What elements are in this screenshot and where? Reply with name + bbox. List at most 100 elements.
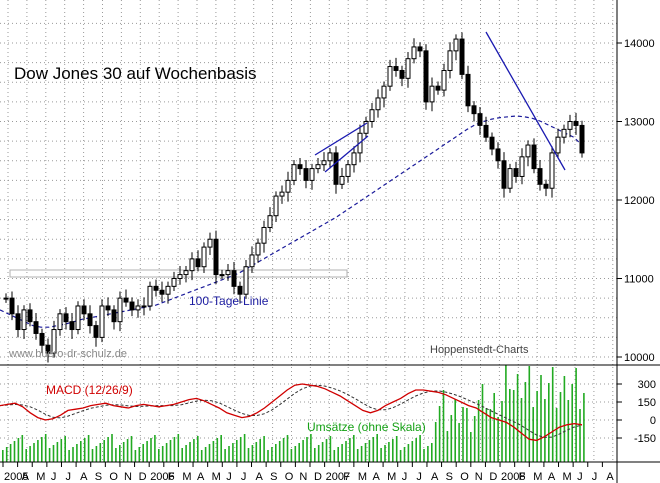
volume-bar — [21, 435, 24, 462]
x-tick-label: M — [358, 471, 367, 483]
candle-body — [261, 226, 267, 244]
volume-bar — [442, 390, 445, 462]
volume-bar — [310, 434, 312, 462]
candle-body — [555, 136, 561, 154]
volume-bars — [2, 365, 585, 462]
volume-bar — [33, 443, 35, 462]
volume-bar — [372, 437, 375, 462]
volume-bar — [294, 446, 297, 462]
volume-bar — [275, 444, 277, 462]
candle-body — [351, 152, 357, 166]
volume-bar — [60, 439, 63, 462]
y-tick-label: 10000 — [624, 352, 655, 364]
volume-bar — [119, 445, 121, 462]
volume-bar — [278, 441, 281, 462]
x-tick-label: O — [109, 471, 118, 483]
candle-body — [177, 274, 183, 280]
volume-bar — [575, 368, 577, 462]
candle-body — [27, 309, 33, 323]
x-tick-label: 2006 — [150, 471, 174, 483]
candle-body — [63, 313, 69, 323]
x-tick-label: 2005 — [4, 471, 28, 483]
volume-bar — [427, 446, 429, 462]
volume-bar — [189, 442, 191, 462]
volume-bar — [197, 436, 199, 462]
x-tick-label: M — [387, 471, 396, 483]
x-tick-label: M — [36, 471, 45, 483]
volume-bar — [193, 439, 195, 462]
candle-body — [309, 168, 315, 181]
x-tick-label: M — [212, 471, 221, 483]
volume-bar — [505, 365, 507, 462]
volume-bar — [563, 376, 566, 462]
volume-bar — [306, 437, 308, 462]
candle-body — [435, 85, 441, 91]
candle-body — [345, 164, 351, 177]
volume-bar — [72, 447, 74, 462]
labels: Dow Jones 30 auf Wochenbasis 100-Tage-Li… — [8, 64, 529, 434]
volume-bar — [83, 438, 86, 462]
volume-bar — [314, 448, 316, 462]
volume-bar — [29, 446, 31, 462]
volume-bar — [462, 407, 464, 462]
volume-bar — [329, 436, 332, 462]
volume-bar — [204, 447, 207, 462]
x-tick-label: O — [460, 471, 469, 483]
downtrend-line — [485, 31, 566, 171]
x-tick-label: F — [343, 471, 350, 483]
volume-bar — [150, 438, 152, 462]
x-tick-label: D — [489, 471, 497, 483]
volume-bar — [158, 449, 160, 462]
source-label: Hoppenstedt-Charts — [430, 344, 529, 356]
x-tick-label: J — [592, 471, 598, 483]
volume-bar — [337, 447, 339, 462]
x-tick-label: A — [256, 471, 264, 483]
candle-body — [123, 297, 129, 303]
x-tick-label: J — [65, 471, 71, 483]
x-tick-label: S — [95, 471, 102, 483]
candle-body — [399, 69, 405, 79]
x-tick-label: F — [168, 471, 175, 483]
volume-bar — [177, 434, 180, 462]
x-tick-label: M — [533, 471, 542, 483]
volume-bar — [501, 401, 503, 462]
x-tick-label: N — [475, 471, 483, 483]
x-tick-label: 2007 — [326, 471, 350, 483]
candle-body — [51, 329, 57, 354]
volume-bar — [232, 443, 234, 462]
x-tick-label: D — [139, 471, 147, 483]
macd-y-tick-label: -150 — [634, 433, 656, 445]
volume-bar — [317, 445, 320, 462]
candle-body — [171, 278, 177, 287]
volume-bar — [333, 450, 336, 462]
x-tick-label: A — [80, 471, 88, 483]
volume-bar — [5, 447, 8, 462]
candle-body — [243, 266, 249, 295]
volume-bar — [208, 444, 211, 462]
x-tick-label: A — [197, 471, 205, 483]
candle-body — [405, 58, 411, 79]
volume-bar — [509, 389, 511, 462]
candle-body — [15, 313, 21, 331]
x-tick-label: A — [606, 471, 614, 483]
volume-bar — [532, 407, 534, 462]
volume-bar — [325, 439, 328, 462]
candle-body — [129, 301, 135, 311]
candle-body — [69, 321, 75, 331]
candle-body — [189, 258, 195, 272]
volume-bar — [356, 449, 359, 462]
candle-body — [183, 270, 189, 276]
candle-body — [81, 305, 87, 315]
volume-bar — [458, 423, 460, 462]
volume-bar — [571, 384, 573, 462]
volume-bar — [142, 444, 144, 462]
x-tick-label: 2008 — [501, 471, 525, 483]
candle-body — [255, 242, 261, 256]
volume-bar — [583, 393, 585, 462]
volume-bar — [485, 408, 488, 462]
volume-label: Umsätze (ohne Skala) — [307, 420, 426, 434]
candle-body — [87, 313, 93, 327]
ma-100-line — [0, 115, 583, 328]
volume-bar — [282, 438, 285, 462]
candle-body — [159, 289, 165, 295]
